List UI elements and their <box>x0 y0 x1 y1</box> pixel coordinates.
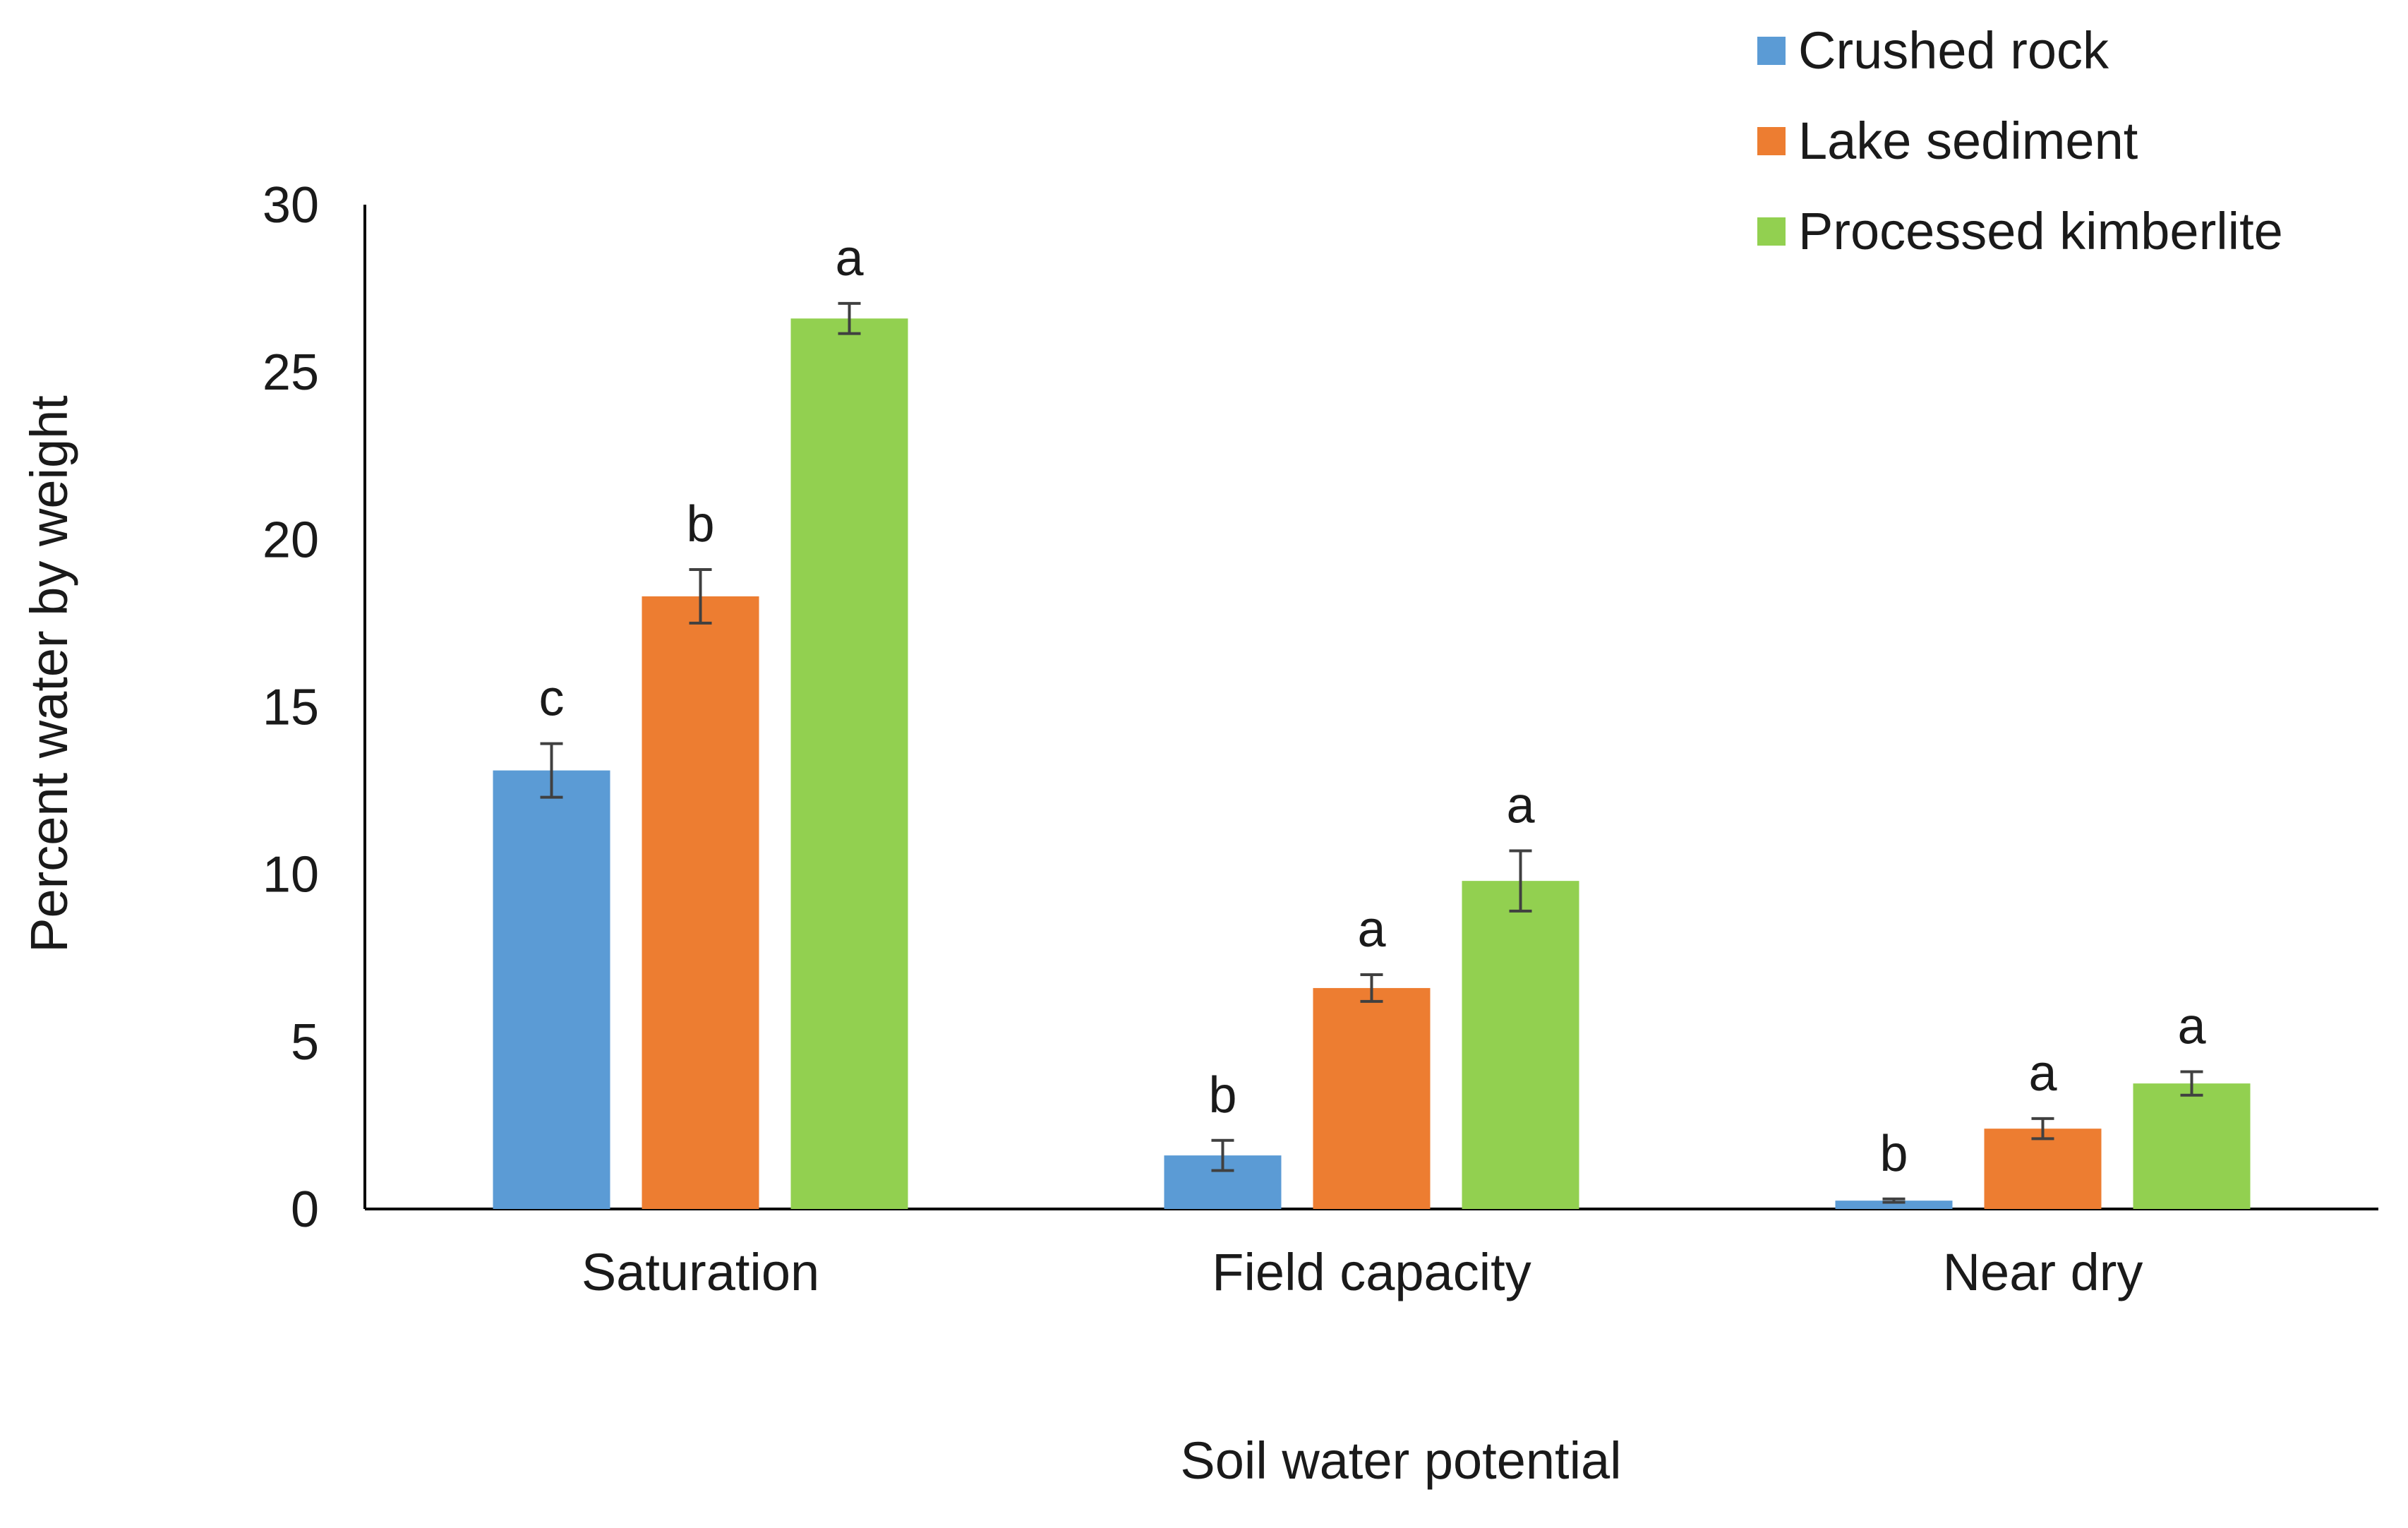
bar <box>2133 1083 2251 1209</box>
significance-letter: a <box>835 230 864 287</box>
y-axis-title: Percent water by weight <box>20 395 78 953</box>
legend-label: Processed kimberlite <box>1798 202 2283 260</box>
y-tick-label: 5 <box>291 1014 319 1071</box>
bar <box>790 318 908 1210</box>
significance-letter: b <box>1208 1067 1236 1124</box>
legend: Crushed rock Lake sediment Processed kimbe… <box>1757 21 2283 260</box>
legend-label: Lake sediment <box>1798 112 2138 170</box>
bar <box>493 770 610 1209</box>
x-tick-label: Near dry <box>1943 1243 2143 1301</box>
significance-letter: a <box>2028 1045 2057 1102</box>
x-axis-title: Soil water potential <box>1180 1431 1621 1490</box>
bars-group <box>493 318 2251 1210</box>
bar <box>642 596 759 1209</box>
legend-label: Crushed rock <box>1798 21 2109 80</box>
significance-letter: a <box>1506 777 1535 834</box>
y-tick-label: 15 <box>263 680 319 736</box>
significance-letters-group: c b a b a a b a a <box>539 230 2207 1182</box>
y-tick-label: 30 <box>263 177 319 234</box>
y-tick-label: 0 <box>291 1181 319 1238</box>
bar <box>1313 987 1431 1209</box>
significance-letter: b <box>1879 1126 1908 1182</box>
y-tick-label: 10 <box>263 847 319 903</box>
bar <box>1835 1201 1953 1209</box>
bar <box>1462 881 1579 1209</box>
significance-letter: a <box>2177 999 2206 1055</box>
significance-letter: c <box>539 670 565 727</box>
legend-swatch <box>1757 37 1786 65</box>
legend-swatch <box>1757 127 1786 155</box>
error-bars-group <box>540 301 2203 1204</box>
y-tick-label: 20 <box>263 512 319 568</box>
significance-letter: b <box>686 496 714 553</box>
legend-swatch <box>1757 217 1786 246</box>
x-tick-label: Saturation <box>582 1243 819 1301</box>
axes-group: 0 5 10 15 20 25 30 Saturation Field capacity Near… <box>263 177 2378 1301</box>
x-tick-label: Field capacity <box>1212 1243 1531 1301</box>
bar <box>1984 1129 2102 1209</box>
significance-letter: a <box>1357 901 1386 958</box>
y-tick-label: 25 <box>263 344 319 401</box>
